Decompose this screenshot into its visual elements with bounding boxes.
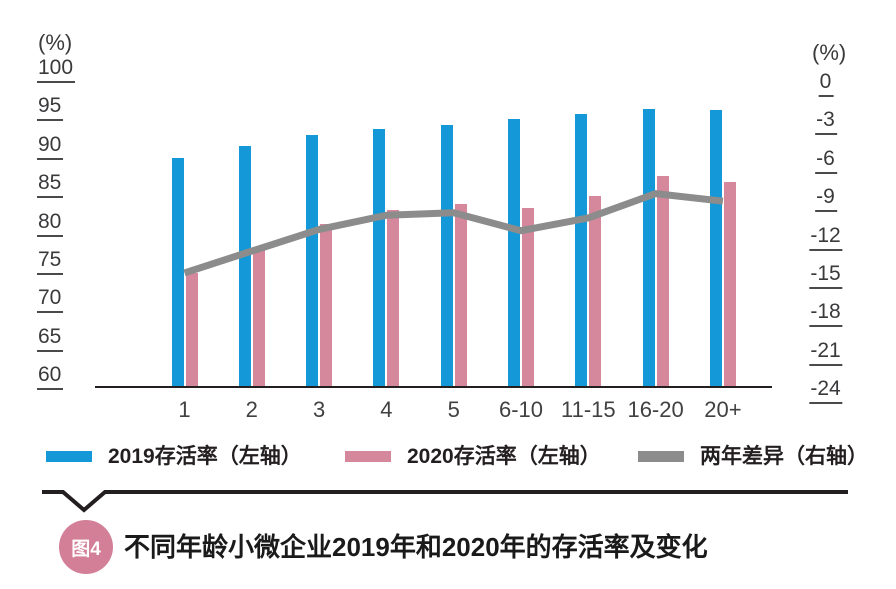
left-axis-tick-label: 100 bbox=[37, 57, 76, 83]
bar-2020-20+ bbox=[723, 182, 736, 386]
x-axis-label-4: 4 bbox=[380, 397, 393, 422]
x-axis-label-16-20: 16-20 bbox=[627, 397, 684, 422]
legend-swatch bbox=[46, 450, 92, 462]
bar-2020-1 bbox=[185, 272, 198, 386]
right-axis-unit-label: (%) bbox=[812, 40, 847, 65]
bar-2019-1 bbox=[171, 157, 184, 386]
x-axis-label-3: 3 bbox=[312, 397, 326, 422]
legend-item: 2020存活率（左轴） bbox=[345, 443, 601, 469]
bar-2020-2 bbox=[252, 248, 265, 386]
x-axis-line bbox=[95, 386, 772, 388]
x-axis-label-20+: 20+ bbox=[704, 397, 742, 422]
right-axis-tick-label: 0 bbox=[818, 71, 834, 97]
bar-2020-3 bbox=[320, 223, 333, 386]
bar-2020-4 bbox=[387, 209, 400, 386]
right-axis-tick-label: -9 bbox=[815, 186, 837, 213]
bar-2019-5 bbox=[440, 124, 453, 386]
right-axis-tick-label: -15 bbox=[809, 263, 843, 289]
bar-2020-16-20 bbox=[656, 176, 669, 386]
left-axis-tick-label: 80 bbox=[37, 211, 64, 237]
right-axis-tick-label: -12 bbox=[809, 225, 843, 251]
bar-2019-6-10 bbox=[508, 118, 520, 386]
right-axis-tick-label: -6 bbox=[815, 148, 837, 174]
figure-badge: 图4 bbox=[59, 520, 113, 574]
figure-title: 不同年龄小微企业2019年和2020年的存活率及变化 bbox=[124, 532, 708, 562]
x-axis-label-2: 2 bbox=[245, 397, 258, 422]
left-axis-unit-label: (%) bbox=[38, 30, 73, 55]
x-axis-label-6-10: 6-10 bbox=[498, 397, 544, 422]
left-axis-tick-label: 90 bbox=[37, 134, 64, 160]
x-axis-label-11-15: 11-15 bbox=[560, 397, 616, 422]
x-axis-label-5: 5 bbox=[447, 397, 460, 422]
left-axis-tick-label: 60 bbox=[37, 364, 64, 390]
legend-label: 2019存活率（左轴） bbox=[108, 444, 302, 468]
left-axis-tick-label: 65 bbox=[37, 326, 64, 352]
bar-2019-11-15 bbox=[575, 114, 588, 386]
separator-line bbox=[42, 490, 848, 513]
legend-swatch bbox=[345, 450, 391, 462]
legend-label: 两年差异（右轴） bbox=[700, 444, 868, 468]
legend-swatch bbox=[638, 450, 684, 462]
bar-2019-3 bbox=[306, 134, 319, 386]
bar-2019-4 bbox=[373, 129, 386, 386]
right-axis-tick-label: -24 bbox=[809, 378, 843, 404]
right-axis-tick-label: -3 bbox=[815, 109, 837, 136]
bar-2019-16-20 bbox=[642, 108, 655, 386]
legend-label: 2020存活率（左轴） bbox=[407, 444, 601, 468]
right-axis-tick-label: -21 bbox=[809, 340, 843, 366]
bar-2020-6-10 bbox=[522, 208, 534, 386]
legend-item: 2019存活率（左轴） bbox=[46, 443, 302, 469]
bar-2020-5 bbox=[454, 203, 467, 386]
legend-item: 两年差异（右轴） bbox=[638, 443, 868, 469]
bar-2019-20+ bbox=[709, 110, 722, 386]
left-axis-tick-label: 85 bbox=[37, 172, 64, 199]
right-axis-tick-label: -18 bbox=[809, 301, 843, 328]
left-axis-tick-label: 70 bbox=[37, 287, 64, 314]
bar-2020-11-15 bbox=[589, 196, 602, 386]
bar-2019-2 bbox=[238, 146, 251, 386]
x-axis-label-1: 1 bbox=[178, 397, 191, 422]
left-axis-tick-label: 75 bbox=[37, 249, 64, 275]
left-axis-tick-label: 95 bbox=[37, 95, 64, 122]
